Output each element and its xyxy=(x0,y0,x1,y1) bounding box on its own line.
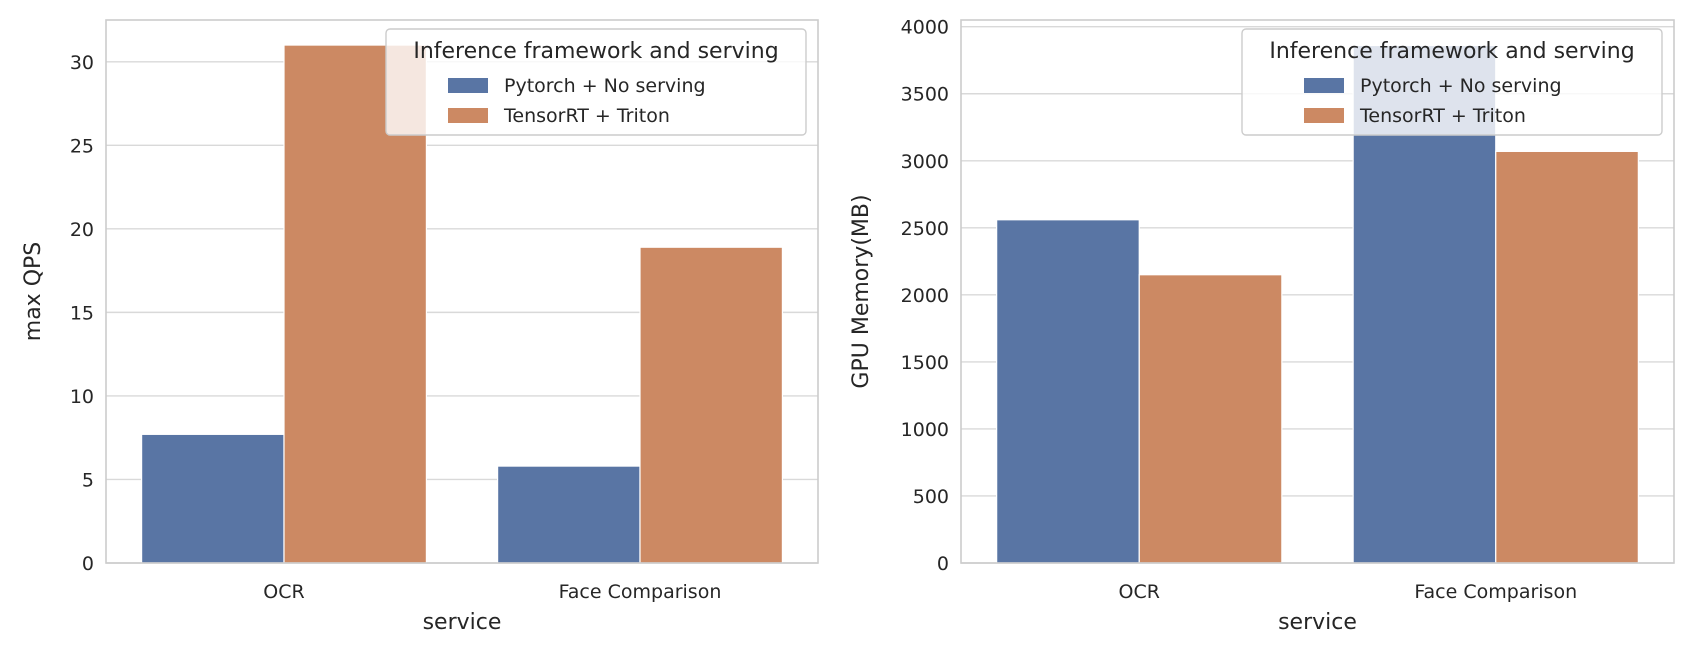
y-tick-label: 500 xyxy=(913,486,949,508)
legend-swatch xyxy=(448,78,488,93)
x-tick-label: Face Comparison xyxy=(1414,581,1577,603)
y-tick-label: 20 xyxy=(70,219,94,241)
y-tick-label: 1500 xyxy=(901,352,949,374)
x-tick-label: OCR xyxy=(1119,581,1160,603)
bar-pytorch-1 xyxy=(497,465,641,564)
bar-pytorch-0 xyxy=(996,219,1140,564)
legend: Inference framework and serving Pytorch +… xyxy=(385,28,807,136)
y-tick-label: 3000 xyxy=(901,151,949,173)
legend-box xyxy=(385,28,807,136)
bar-tensorrt-0 xyxy=(1138,274,1283,564)
y-axis-label: GPU Memory(MB) xyxy=(849,194,874,388)
legend: Inference framework and serving Pytorch +… xyxy=(1241,28,1663,136)
legend-title: Inference framework and serving xyxy=(413,39,778,64)
legend-entry: TensorRT + Triton xyxy=(503,105,670,127)
y-tick-label: 15 xyxy=(70,302,94,324)
y-axis-label: max QPS xyxy=(21,242,46,341)
y-tick-label: 5 xyxy=(82,469,94,491)
legend-title: Inference framework and serving xyxy=(1269,39,1634,64)
x-tick-label: Face Comparison xyxy=(559,581,722,603)
legend-swatch xyxy=(1304,78,1344,93)
legend-entry: Pytorch + No serving xyxy=(504,75,706,97)
legend-swatch xyxy=(1304,108,1344,123)
y-tick-label: 1000 xyxy=(901,419,949,441)
bar-pytorch-0 xyxy=(141,433,285,564)
y-tick-label: 10 xyxy=(70,386,94,408)
plot-frame xyxy=(105,19,819,564)
y-tick-label: 2000 xyxy=(901,285,949,307)
plot-frame xyxy=(960,19,1675,564)
legend-entry: Pytorch + No serving xyxy=(1360,75,1562,97)
y-tick-label: 0 xyxy=(937,553,949,575)
y-tick-label: 0 xyxy=(82,553,94,575)
y-tick-label: 3500 xyxy=(901,84,949,106)
gpu-memory-chart: 0 500 1000 1500 2000 2500 3000 3500 4000 OCR Face … xyxy=(849,17,1675,635)
legend-swatch xyxy=(448,108,488,123)
x-axis-label: service xyxy=(423,610,502,635)
y-tick-label: 25 xyxy=(70,135,94,157)
y-tick-label: 4000 xyxy=(901,17,949,39)
bar-tensorrt-1 xyxy=(1495,150,1639,564)
legend-entry: TensorRT + Triton xyxy=(1359,105,1526,127)
y-tick-label: 2500 xyxy=(901,218,949,240)
qps-chart: 0 5 10 15 20 25 30 OCR Face Comparison service max… xyxy=(21,19,819,635)
x-tick-label: OCR xyxy=(263,581,304,603)
x-axis-label: service xyxy=(1278,610,1357,635)
legend-box xyxy=(1241,28,1663,136)
y-tick-label: 30 xyxy=(70,52,94,74)
bar-tensorrt-1 xyxy=(639,246,783,564)
